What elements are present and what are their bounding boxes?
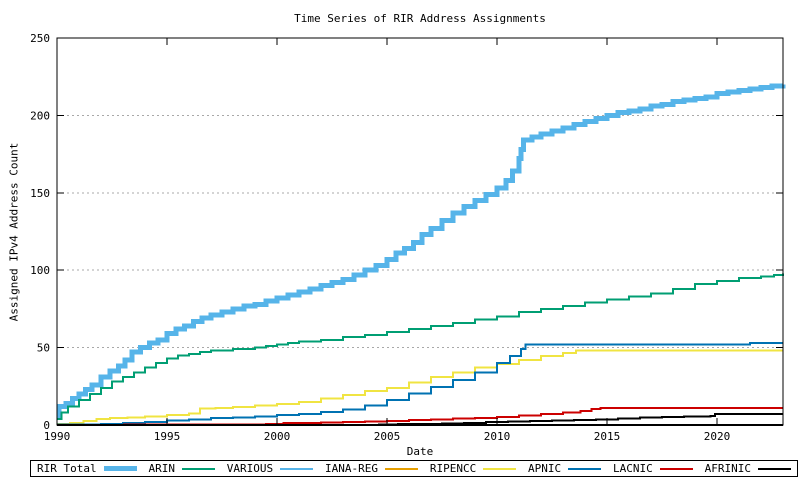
y-tick-label: 250 bbox=[30, 32, 50, 45]
legend-label-iana-reg: IANA-REG bbox=[325, 462, 378, 475]
series-line-apnic bbox=[57, 342, 783, 426]
legend-item-rir-total: RIR Total bbox=[37, 462, 137, 475]
legend-item-afrinic: AFRINIC bbox=[705, 462, 791, 475]
legend-item-ripencc: RIPENCC bbox=[429, 462, 517, 475]
legend-label-arin: ARIN bbox=[148, 462, 175, 475]
legend-swatch-iana-reg bbox=[384, 467, 418, 470]
y-tick-label: 100 bbox=[30, 264, 50, 277]
x-tick-label: 1990 bbox=[44, 430, 71, 443]
legend-label-rir-total: RIR Total bbox=[37, 462, 97, 475]
legend-item-arin: ARIN bbox=[148, 462, 215, 475]
legend-swatch-apnic bbox=[568, 467, 602, 470]
legend-item-iana-reg: IANA-REG bbox=[325, 462, 418, 475]
legend-item-apnic: APNIC bbox=[528, 462, 602, 475]
x-tick-label: 2015 bbox=[594, 430, 621, 443]
chart-title: Time Series of RIR Address Assignments bbox=[294, 12, 546, 25]
legend-item-lacnic: LACNIC bbox=[613, 462, 693, 475]
x-tick-label: 2000 bbox=[264, 430, 291, 443]
legend: RIR Total ARIN VARIOUS IANA-REG RIPENCC APNIC… bbox=[30, 460, 798, 477]
legend-label-various: VARIOUS bbox=[226, 462, 274, 475]
legend-swatch-rir-total bbox=[103, 466, 137, 471]
legend-swatch-arin bbox=[181, 467, 215, 470]
legend-swatch-lacnic bbox=[659, 467, 693, 470]
legend-label-lacnic: LACNIC bbox=[613, 462, 653, 475]
y-tick-label: 150 bbox=[30, 187, 50, 200]
legend-item-various: VARIOUS bbox=[226, 462, 314, 475]
y-tick-label: 50 bbox=[37, 342, 50, 355]
x-tick-label: 1995 bbox=[154, 430, 181, 443]
series-line-arin bbox=[57, 273, 784, 420]
x-axis-label: Date bbox=[406, 445, 434, 458]
y-tick-label: 200 bbox=[30, 109, 50, 122]
series-line-ripencc bbox=[57, 349, 783, 426]
x-tick-label: 2005 bbox=[374, 430, 401, 443]
plot-border bbox=[56, 37, 784, 426]
legend-swatch-afrinic bbox=[757, 467, 791, 470]
legend-swatch-ripencc bbox=[483, 467, 517, 470]
legend-label-afrinic: AFRINIC bbox=[704, 462, 751, 475]
series-line-rir-total bbox=[56, 83, 786, 420]
x-tick-label: 2010 bbox=[484, 430, 511, 443]
legend-label-apnic: APNIC bbox=[528, 462, 562, 475]
series-line-afrinic bbox=[378, 413, 783, 426]
y-tick-label: 0 bbox=[43, 419, 50, 432]
x-tick-label: 2020 bbox=[704, 430, 731, 443]
series-line-lacnic bbox=[123, 407, 783, 426]
legend-swatch-various bbox=[280, 467, 314, 470]
legend-label-ripencc: RIPENCC bbox=[429, 462, 477, 475]
